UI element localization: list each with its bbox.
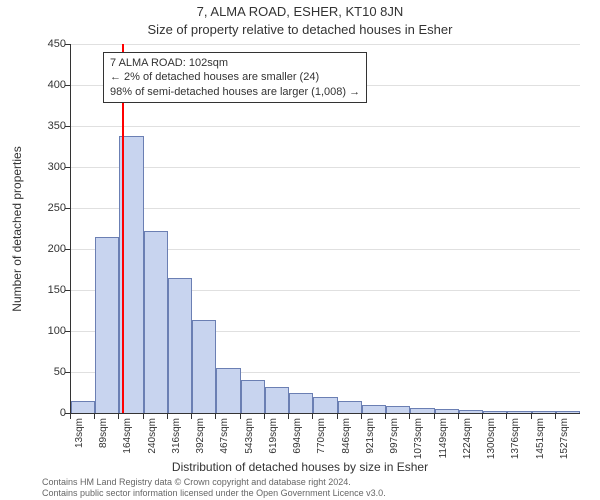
y-tick-mark	[65, 372, 70, 373]
y-tick-mark	[65, 331, 70, 332]
histogram-bar	[507, 411, 531, 413]
x-tick-mark	[264, 414, 265, 419]
y-tick-mark	[65, 208, 70, 209]
x-tick-mark	[118, 414, 119, 419]
histogram-bar	[265, 387, 289, 413]
x-axis-title: Distribution of detached houses by size …	[0, 460, 600, 474]
y-tick-label: 400	[36, 79, 66, 91]
y-tick-label: 200	[36, 243, 66, 255]
histogram-bar	[241, 380, 265, 413]
histogram-bar	[313, 397, 337, 413]
x-tick-mark	[288, 414, 289, 419]
y-tick-mark	[65, 44, 70, 45]
footer-line-2: Contains public sector information licen…	[42, 488, 386, 498]
chart-container: { "title": "7, ALMA ROAD, ESHER, KT10 8J…	[0, 0, 600, 500]
footer-line-1: Contains HM Land Registry data © Crown c…	[42, 477, 386, 487]
x-tick-mark	[70, 414, 71, 419]
histogram-bar	[459, 410, 483, 413]
x-tick-mark	[215, 414, 216, 419]
histogram-bar	[216, 368, 240, 413]
x-tick-mark	[409, 414, 410, 419]
y-tick-label: 150	[36, 284, 66, 296]
x-tick-mark	[191, 414, 192, 419]
y-tick-mark	[65, 290, 70, 291]
chart-title: 7, ALMA ROAD, ESHER, KT10 8JN	[0, 4, 600, 19]
y-tick-mark	[65, 85, 70, 86]
histogram-bar	[168, 278, 192, 413]
x-tick-mark	[555, 414, 556, 419]
histogram-bar	[71, 401, 95, 413]
x-tick-mark	[361, 414, 362, 419]
y-tick-label: 250	[36, 202, 66, 214]
y-tick-label: 450	[36, 38, 66, 50]
x-tick-mark	[458, 414, 459, 419]
histogram-bar	[483, 411, 507, 413]
y-axis-label: Number of detached properties	[10, 146, 24, 311]
x-tick-mark	[482, 414, 483, 419]
annotation-box: 7 ALMA ROAD: 102sqm← 2% of detached hous…	[103, 52, 367, 103]
histogram-bar	[95, 237, 119, 413]
annotation-line: ← 2% of detached houses are smaller (24)	[110, 70, 360, 84]
chart-subtitle: Size of property relative to detached ho…	[0, 22, 600, 37]
histogram-bar	[435, 409, 459, 413]
annotation-line: 98% of semi-detached houses are larger (…	[110, 85, 360, 99]
y-tick-label: 350	[36, 120, 66, 132]
x-tick-mark	[94, 414, 95, 419]
histogram-bar	[362, 405, 386, 413]
footer-attribution: Contains HM Land Registry data © Crown c…	[42, 477, 386, 498]
histogram-bar	[532, 411, 556, 413]
y-tick-mark	[65, 126, 70, 127]
x-tick-mark	[240, 414, 241, 419]
x-tick-mark	[312, 414, 313, 419]
histogram-bar	[338, 401, 362, 413]
histogram-bar	[289, 393, 313, 414]
annotation-line: 7 ALMA ROAD: 102sqm	[110, 56, 360, 70]
x-tick-mark	[434, 414, 435, 419]
y-tick-mark	[65, 249, 70, 250]
y-tick-label: 0	[36, 407, 66, 419]
x-tick-mark	[143, 414, 144, 419]
x-tick-mark	[385, 414, 386, 419]
y-tick-label: 300	[36, 161, 66, 173]
histogram-bar	[192, 320, 216, 413]
x-tick-mark	[337, 414, 338, 419]
histogram-bar	[410, 408, 434, 413]
histogram-bar	[556, 411, 580, 413]
histogram-bar	[386, 406, 410, 413]
y-tick-label: 100	[36, 325, 66, 337]
plot-area: 7 ALMA ROAD: 102sqm← 2% of detached hous…	[70, 44, 580, 414]
histogram-bar	[144, 231, 168, 413]
x-tick-mark	[506, 414, 507, 419]
x-tick-mark	[167, 414, 168, 419]
x-tick-mark	[531, 414, 532, 419]
y-tick-label: 50	[36, 366, 66, 378]
y-tick-mark	[65, 167, 70, 168]
